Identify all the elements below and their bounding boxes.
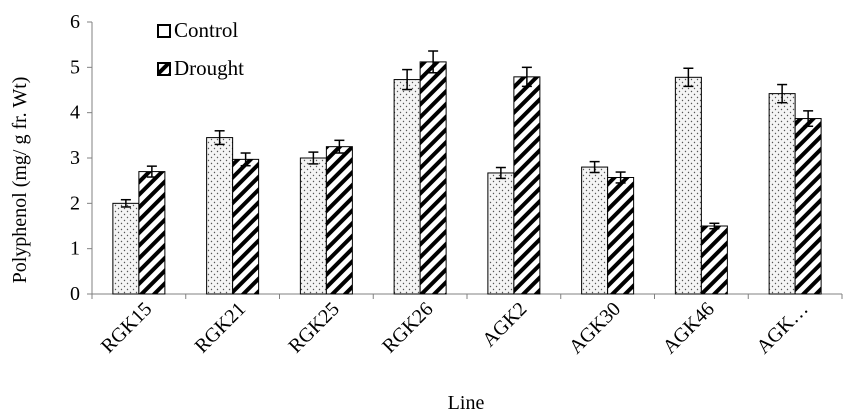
- y-tick-label: 2: [70, 192, 80, 214]
- bar-drought-AGK…: [794, 118, 822, 295]
- x-tick-label: AGK30: [565, 298, 625, 358]
- bar-control-RGK26: [393, 79, 421, 295]
- bar-control-RGK25: [299, 157, 327, 295]
- bar-control-AGK…: [768, 93, 796, 295]
- bar-control-AGK46: [674, 76, 702, 295]
- y-tick-label: 3: [70, 147, 80, 169]
- bar-control-AGK2: [487, 172, 515, 295]
- legend-label-control: Control: [174, 18, 238, 42]
- x-tick-label: RGK21: [191, 298, 251, 358]
- bar-control-RGK15: [112, 202, 140, 295]
- bars: [112, 61, 822, 295]
- x-tick-label: AGK2: [478, 298, 531, 351]
- x-tick-label: AGK…: [752, 298, 812, 358]
- bar-drought-RGK21: [232, 158, 260, 295]
- x-tick-label: RGK15: [97, 298, 157, 358]
- x-tick-label: RGK25: [284, 298, 344, 358]
- legend-swatch-control: [157, 24, 171, 38]
- bar-drought-RGK15: [138, 171, 166, 295]
- y-tick-label: 5: [70, 56, 80, 78]
- y-axis-title: Polyphenol (mg/ g fr. Wt): [9, 77, 31, 284]
- bar-drought-AGK46: [700, 225, 728, 295]
- x-tick-label: RGK26: [378, 298, 438, 358]
- y-tick-label: 0: [70, 283, 80, 305]
- y-tick-label: 1: [70, 238, 80, 260]
- x-axis: RGK15 RGK21 RGK25 RGK26 AGK2 AGK30 AGK46 AGK…: [91, 293, 843, 358]
- y-tick-label: 6: [70, 11, 80, 33]
- x-axis-title: Line: [448, 392, 485, 414]
- error-bars: [120, 50, 814, 230]
- bar-drought-AGK30: [607, 176, 635, 295]
- x-tick-label: AGK46: [659, 298, 719, 358]
- legend: Control Drought: [157, 18, 244, 80]
- bar-control-AGK30: [581, 166, 609, 295]
- bar-drought-AGK2: [513, 76, 541, 295]
- bar-drought-RGK25: [325, 146, 353, 295]
- bar-control-RGK21: [206, 137, 234, 295]
- y-tick-label: 4: [70, 102, 80, 124]
- y-axis: 0 1 2 3 4 5 6: [70, 11, 93, 305]
- bar-drought-RGK26: [419, 61, 447, 295]
- legend-swatch-drought: [157, 62, 171, 76]
- legend-label-drought: Drought: [174, 56, 244, 80]
